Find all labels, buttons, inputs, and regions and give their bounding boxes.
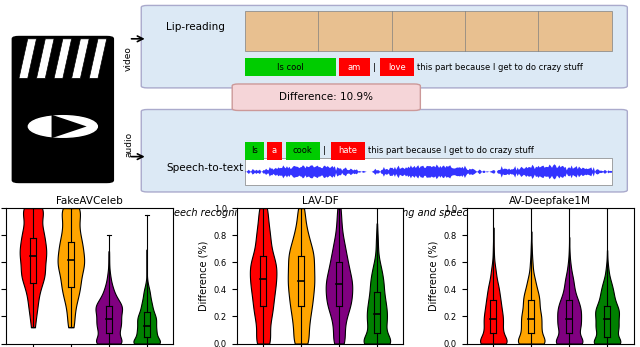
FancyBboxPatch shape	[232, 84, 420, 110]
FancyBboxPatch shape	[141, 6, 627, 88]
FancyBboxPatch shape	[13, 37, 113, 182]
Polygon shape	[54, 39, 72, 78]
Text: Is cool: Is cool	[277, 63, 303, 72]
FancyBboxPatch shape	[339, 58, 370, 76]
FancyBboxPatch shape	[285, 142, 320, 160]
Text: love: love	[388, 63, 406, 72]
Polygon shape	[36, 39, 54, 78]
Text: am: am	[348, 63, 361, 72]
Y-axis label: Difference (%): Difference (%)	[428, 240, 438, 311]
Polygon shape	[19, 39, 36, 78]
Polygon shape	[72, 39, 89, 78]
Polygon shape	[89, 39, 107, 78]
FancyBboxPatch shape	[244, 158, 612, 185]
Circle shape	[28, 116, 97, 137]
Y-axis label: Difference (%): Difference (%)	[198, 240, 208, 311]
Text: this part because I get to do crazy stuff: this part because I get to do crazy stuf…	[417, 63, 583, 72]
FancyBboxPatch shape	[244, 142, 264, 160]
Text: a: a	[272, 146, 277, 155]
Title: FakeAVCeleb: FakeAVCeleb	[56, 196, 123, 206]
Title: LAV-DF: LAV-DF	[301, 196, 339, 206]
Text: this part because I get to do crazy stuff: this part because I get to do crazy stuf…	[368, 146, 534, 155]
Text: (a) Example of speech recognition differences between lip-reading and speech-to-: (a) Example of speech recognition differ…	[88, 208, 552, 218]
Text: |: |	[373, 63, 376, 72]
Text: Speech-to-text: Speech-to-text	[166, 163, 244, 174]
FancyBboxPatch shape	[244, 11, 612, 51]
FancyBboxPatch shape	[267, 142, 282, 160]
FancyBboxPatch shape	[380, 58, 414, 76]
FancyBboxPatch shape	[244, 58, 336, 76]
Text: Lip-reading: Lip-reading	[166, 22, 225, 32]
FancyBboxPatch shape	[141, 110, 627, 192]
Text: Difference: 10.9%: Difference: 10.9%	[279, 92, 373, 102]
Text: Is: Is	[251, 146, 257, 155]
Text: hate: hate	[339, 146, 357, 155]
Text: video: video	[124, 46, 133, 71]
Text: audio: audio	[124, 132, 133, 158]
FancyBboxPatch shape	[331, 142, 365, 160]
Polygon shape	[52, 115, 86, 138]
Text: cook: cook	[293, 146, 312, 155]
Title: AV-Deepfake1M: AV-Deepfake1M	[509, 196, 591, 206]
Text: |: |	[323, 146, 326, 155]
